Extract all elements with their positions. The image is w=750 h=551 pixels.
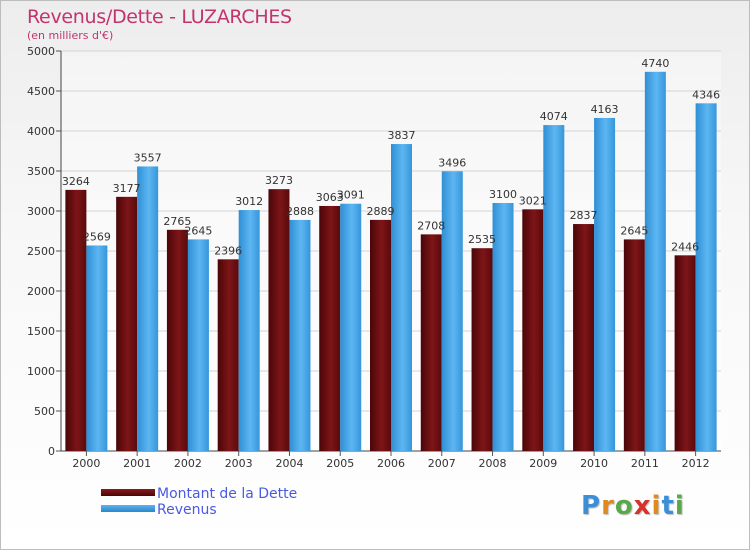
chart-subtitle: (en milliers d'€): [27, 29, 114, 42]
bar-dette: [674, 255, 696, 451]
data-label-revenus: 4074: [540, 110, 568, 123]
y-tick-label: 3000: [27, 205, 55, 218]
x-tick-label: 2006: [377, 457, 405, 470]
x-tick-label: 2010: [580, 457, 608, 470]
x-tick-label: 2004: [275, 457, 303, 470]
data-label-revenus: 4740: [641, 57, 669, 70]
data-label-dette: 2708: [417, 219, 445, 232]
data-label-revenus: 2569: [83, 230, 111, 243]
x-tick-label: 2012: [682, 457, 710, 470]
bar-revenus: [86, 245, 108, 451]
legend-label-dette: Montant de la Dette: [157, 486, 298, 502]
bar-dette: [573, 224, 595, 451]
data-label-revenus: 4346: [692, 88, 720, 101]
chart-title: Revenus/Dette - LUZARCHES: [27, 6, 292, 28]
bar-dette: [623, 239, 645, 451]
bar-revenus: [543, 125, 565, 451]
data-label-dette: 3177: [113, 182, 141, 195]
data-label-revenus: 3091: [337, 189, 365, 202]
y-tick-label: 2000: [27, 285, 55, 298]
bar-revenus: [441, 171, 463, 451]
data-label-revenus: 2888: [286, 205, 314, 218]
x-tick-label: 2003: [225, 457, 253, 470]
y-tick-label: 1000: [27, 365, 55, 378]
legend-label-revenus: Revenus: [157, 502, 217, 518]
proxiti-logo: Proxiti: [581, 491, 685, 521]
x-tick-label: 2009: [529, 457, 557, 470]
bar-dette: [522, 209, 544, 451]
bar-dette: [471, 248, 493, 451]
bar-revenus: [340, 203, 362, 451]
data-label-dette: 2889: [367, 205, 395, 218]
data-label-revenus: 4163: [591, 103, 619, 116]
data-label-dette: 3273: [265, 174, 293, 187]
bar-dette: [166, 229, 188, 451]
bar-dette: [319, 205, 341, 451]
legend-swatch-revenus: [101, 505, 155, 512]
data-label-revenus: 3100: [489, 188, 517, 201]
data-label-dette: 3264: [62, 175, 90, 188]
bar-revenus: [187, 239, 209, 451]
bar-dette: [268, 189, 290, 451]
y-tick-label: 4000: [27, 125, 55, 138]
bar-dette: [420, 234, 442, 451]
data-label-dette: 2765: [163, 215, 191, 228]
y-tick-label: 4500: [27, 85, 55, 98]
data-label-dette: 2396: [214, 244, 242, 257]
data-label-dette: 2535: [468, 233, 496, 246]
bar-dette: [116, 196, 138, 451]
data-label-revenus: 3557: [134, 151, 162, 164]
data-label-revenus: 2645: [184, 224, 212, 237]
legend-swatch-dette: [101, 489, 155, 496]
bar-revenus: [289, 219, 311, 451]
bar-dette: [65, 189, 87, 451]
y-tick-label: 500: [34, 405, 55, 418]
x-tick-label: 2001: [123, 457, 151, 470]
data-label-revenus: 3012: [235, 195, 263, 208]
bar-revenus: [492, 203, 514, 451]
x-tick-label: 2011: [631, 457, 659, 470]
x-tick-label: 2000: [72, 457, 100, 470]
y-tick-label: 0: [48, 445, 55, 458]
bar-revenus: [137, 166, 159, 451]
bar-revenus: [695, 103, 717, 451]
data-label-dette: 2837: [570, 209, 598, 222]
y-tick-label: 3500: [27, 165, 55, 178]
y-tick-label: 1500: [27, 325, 55, 338]
y-tick-label: 5000: [27, 45, 55, 58]
data-label-dette: 2645: [620, 224, 648, 237]
bar-dette: [370, 219, 391, 451]
bar-revenus: [238, 210, 260, 451]
data-label-revenus: 3496: [438, 156, 466, 169]
x-tick-label: 2008: [479, 457, 507, 470]
bar-revenus: [391, 144, 412, 452]
y-tick-label: 2500: [27, 245, 55, 258]
data-label-dette: 3021: [519, 194, 547, 207]
data-label-dette: 3063: [316, 191, 344, 204]
x-tick-label: 2007: [428, 457, 456, 470]
data-label-dette: 2446: [671, 240, 699, 253]
x-tick-label: 2002: [174, 457, 202, 470]
x-tick-label: 2005: [326, 457, 354, 470]
data-label-revenus: 3837: [388, 129, 416, 142]
bar-dette: [217, 259, 239, 451]
bar-revenus: [594, 117, 616, 452]
bar-revenus: [644, 71, 666, 452]
